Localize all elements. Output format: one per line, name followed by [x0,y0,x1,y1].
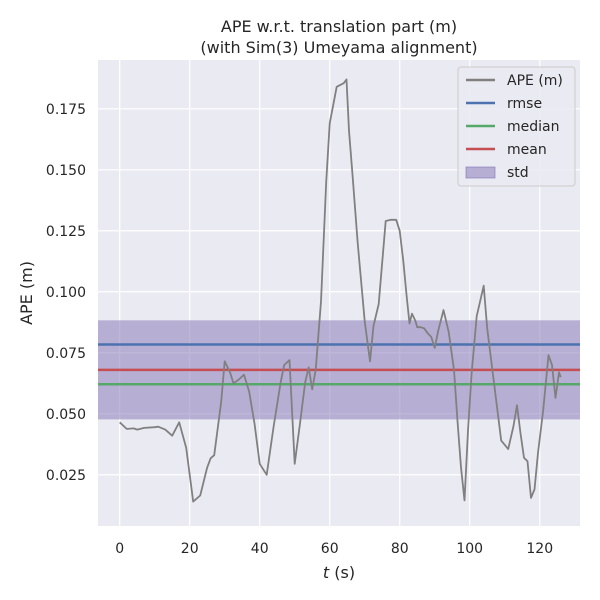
legend-frame [457,66,576,187]
series-layer [119,78,562,503]
x-tick-label: 20 [181,541,199,557]
y-tick-label: 0.050 [46,407,86,423]
y-axis-label: APE (m) [17,261,36,325]
y-tick-label: 0.075 [46,346,86,362]
legend-label: APE (m) [507,73,563,89]
x-tick-label: 100 [456,541,483,557]
legend-label: median [507,119,559,135]
y-tick-label: 0.025 [46,468,86,484]
x-tick-label: 40 [251,541,269,557]
legend: APE (m) rmse median mean std [457,66,576,187]
x-axis-label-symbol: t [323,563,330,582]
x-axis-label: t (s) [323,563,355,582]
chart-title-line2: (with Sim(3) Umeyama alignment) [200,38,477,57]
x-axis-label-unit: (s) [329,563,355,582]
y-tick-label: 0.100 [46,285,86,301]
legend-label: mean [507,142,547,158]
chart-title-line1: APE w.r.t. translation part (m) [221,17,457,36]
stat-lines-layer [98,343,580,386]
y-tick-label: 0.175 [46,102,86,118]
x-tick-label: 120 [526,541,553,557]
legend-swatch [465,166,496,179]
ape-series-line [119,78,562,503]
x-tick-label: 0 [115,541,124,557]
y-tick-label: 0.125 [46,224,86,240]
legend-items: APE (m) rmse median mean std [465,73,563,181]
legend-label: std [507,165,529,181]
x-tick-label: 80 [391,541,409,557]
y-tick-label: 0.150 [46,163,86,179]
x-tick-label: 60 [321,541,339,557]
tick-labels: 0 20 40 60 80 100 120 0.025 0.050 0.075 0.100 0.125… [46,102,553,557]
legend-label: rmse [507,96,542,112]
